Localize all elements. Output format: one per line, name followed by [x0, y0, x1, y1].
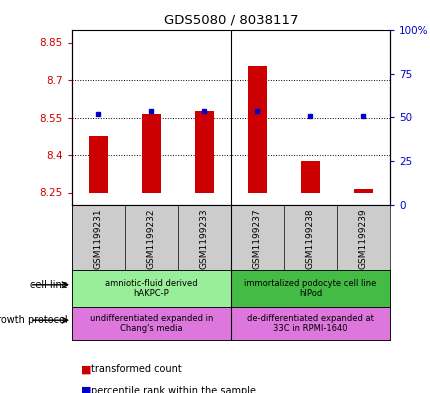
Text: undifferentiated expanded in
Chang's media: undifferentiated expanded in Chang's med… [89, 314, 213, 333]
Bar [248, 66, 266, 193]
Bar [72, 270, 230, 307]
Title: GDS5080 / 8038117: GDS5080 / 8038117 [163, 13, 298, 26]
Text: ■: ■ [80, 364, 91, 375]
Text: GSM1199232: GSM1199232 [147, 208, 156, 269]
Text: GSM1199233: GSM1199233 [200, 208, 209, 269]
Text: GSM1199239: GSM1199239 [358, 208, 367, 269]
Text: GSM1199238: GSM1199238 [305, 208, 314, 269]
Bar [230, 270, 389, 307]
Text: GSM1199237: GSM1199237 [252, 208, 261, 269]
Text: GSM1199231: GSM1199231 [94, 208, 103, 269]
Bar [353, 189, 372, 193]
Text: percentile rank within the sample: percentile rank within the sample [91, 386, 256, 393]
Text: ■: ■ [80, 386, 91, 393]
Bar [89, 136, 108, 193]
Bar [142, 114, 160, 193]
Bar [301, 161, 319, 193]
Text: growth protocol: growth protocol [0, 315, 68, 325]
Bar [195, 111, 213, 193]
Text: amniotic-fluid derived
hAKPC-P: amniotic-fluid derived hAKPC-P [105, 279, 197, 298]
Text: immortalized podocyte cell line
hIPod: immortalized podocyte cell line hIPod [244, 279, 376, 298]
Bar [72, 307, 230, 340]
Text: de-differentiated expanded at
33C in RPMI-1640: de-differentiated expanded at 33C in RPM… [246, 314, 373, 333]
Bar [230, 307, 389, 340]
Text: transformed count: transformed count [91, 364, 182, 375]
Text: cell line: cell line [30, 280, 68, 290]
